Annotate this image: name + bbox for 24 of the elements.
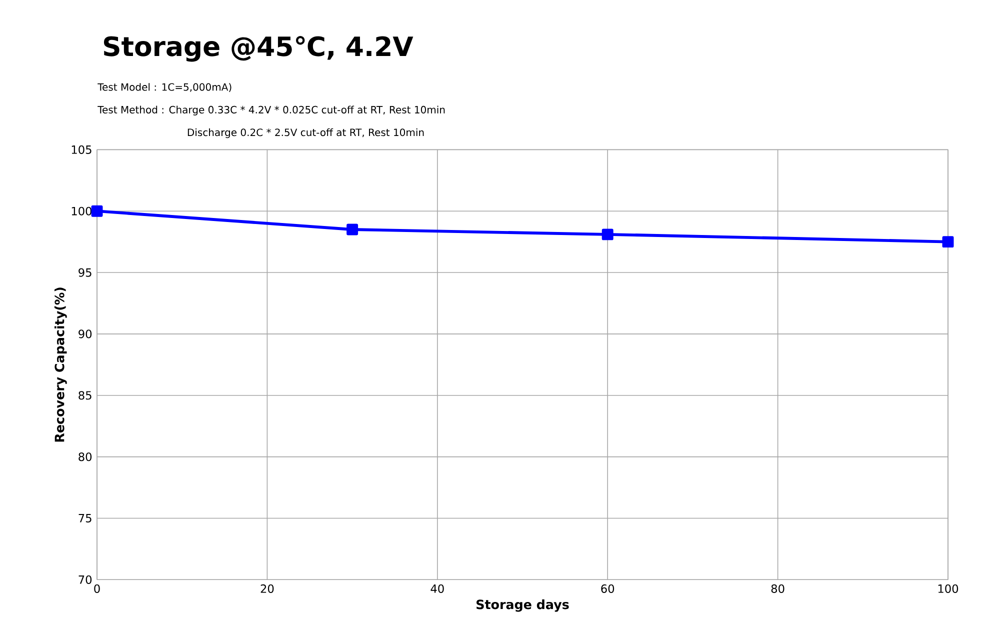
- y-tick-label: 105: [72, 146, 92, 154]
- y-tick-label: 70: [78, 576, 92, 584]
- x-tick-label: 20: [260, 584, 274, 594]
- x-tick-label: 80: [771, 584, 784, 594]
- y-tick-label: 85: [78, 391, 92, 400]
- y-axis-title: Recovery Capacity(%): [54, 288, 67, 442]
- text: Test Method : Charge 0.33C * 4.2V * 0.025C cut-off at RT, Rest 10min: [98, 106, 445, 116]
- y-tick-label: 75: [78, 514, 92, 523]
- y-tick-label: 95: [78, 268, 92, 277]
- point: [942, 236, 954, 248]
- x-tick-label: 0: [94, 584, 100, 594]
- y-tick-label: 80: [78, 452, 92, 462]
- x-axis-title: Storage days: [476, 600, 569, 612]
- x-tick-label: 40: [430, 584, 444, 594]
- point: [91, 206, 103, 217]
- y-tick-label: 90: [78, 330, 92, 338]
- y-tick-label: 100: [72, 206, 92, 216]
- point: [602, 228, 614, 240]
- text: Test Model : 1C=5,000mA): [98, 83, 232, 92]
- x-tick-label: 100: [938, 584, 958, 594]
- chart-title: Storage @45℃, 4.2V: [104, 36, 414, 62]
- x-tick-label: 60: [601, 584, 614, 594]
- point: [346, 224, 358, 236]
- text: Discharge 0.2C * 2.5V cut-off at RT, Rest 10min: [188, 128, 424, 138]
